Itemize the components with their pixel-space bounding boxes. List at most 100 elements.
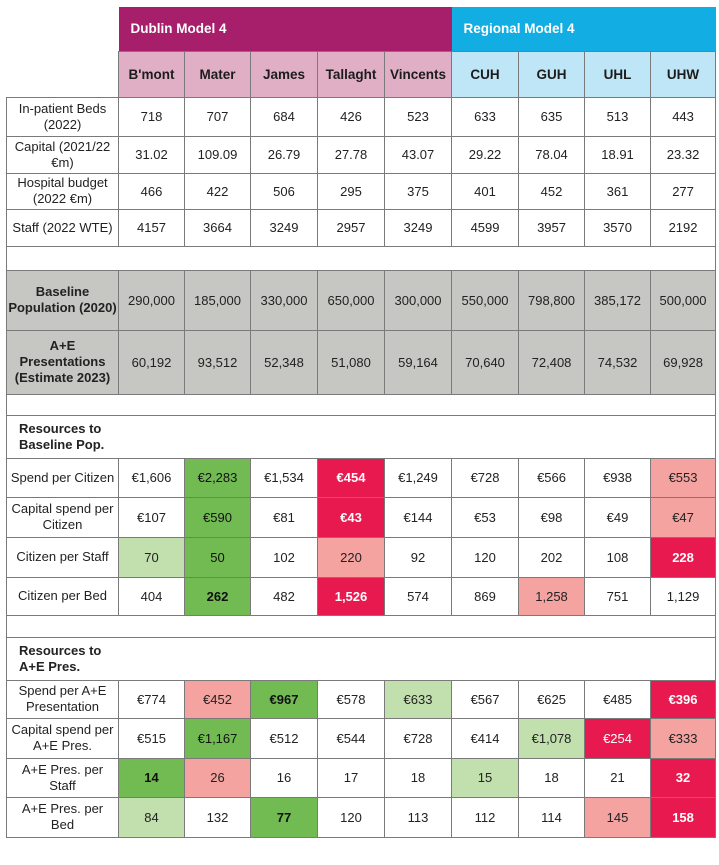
value-cell: 3570	[584, 208, 652, 247]
hospital-header: UHW	[650, 50, 717, 98]
value-cell: 50	[184, 536, 251, 578]
table-row: A+E Pres. per Staff 14 26 16 17 18 15 18 21 32	[6, 757, 717, 798]
value-cell: 482	[250, 576, 318, 616]
spacer-cell	[5, 393, 717, 416]
spacer-row	[5, 245, 717, 271]
value-cell: 523	[383, 96, 453, 137]
hospital-header: CUH	[451, 50, 520, 98]
hospital-header: B'mont	[118, 50, 185, 98]
value-cell: 650,000	[317, 269, 385, 331]
value-cell: €1,606	[118, 457, 185, 498]
value-cell: €512	[250, 717, 318, 759]
value-cell: 158	[650, 796, 717, 838]
value-cell: €452	[184, 679, 251, 719]
row-label: Capital (2021/22 €m)	[6, 135, 119, 174]
table-row: Spend per A+E Presentation €774 €452 €967 €5…	[6, 679, 717, 719]
value-cell: 77	[250, 796, 318, 838]
value-cell: €590	[184, 496, 251, 538]
value-cell: 361	[584, 172, 652, 210]
value-cell: 120	[451, 536, 520, 578]
value-cell: €728	[383, 717, 453, 759]
value-cell: 17	[317, 757, 385, 798]
value-cell: €53	[451, 496, 520, 538]
value-cell: €43	[317, 496, 385, 538]
value-cell: 3957	[518, 208, 586, 247]
table-row: Citizen per Bed 404 262 482 1,526 574 869 1,258…	[6, 576, 717, 616]
value-cell: 18.91	[584, 135, 652, 174]
dublin-group-header: Dublin Model 4	[118, 7, 452, 51]
value-cell: 404	[118, 576, 185, 616]
table-row: In-patient Beds (2022) 718 707 684 426 523 633…	[6, 96, 717, 137]
table-row: A+E Presentations (Estimate 2023) 60,192 9…	[6, 329, 717, 395]
value-cell: 798,800	[518, 269, 586, 331]
value-cell: 633	[451, 96, 520, 137]
value-cell: €566	[518, 457, 586, 498]
value-cell: €625	[518, 679, 586, 719]
spacer-row	[5, 614, 717, 638]
value-cell: €567	[451, 679, 520, 719]
value-cell: €49	[584, 496, 652, 538]
value-cell: 300,000	[383, 269, 453, 331]
row-label: A+E Presentations (Estimate 2023)	[6, 329, 119, 395]
value-cell: 70,640	[451, 329, 520, 395]
value-cell: €414	[451, 717, 520, 759]
group-header-row: Dublin Model 4 Regional Model 4	[6, 7, 716, 51]
value-cell: 60,192	[118, 329, 185, 395]
value-cell: 295	[317, 172, 385, 210]
value-cell: 72,408	[518, 329, 586, 395]
value-cell: 202	[518, 536, 586, 578]
value-cell: 145	[584, 796, 652, 838]
value-cell: 26	[184, 757, 251, 798]
table-row: Capital spend per A+E Pres. €515 €1,167 €51…	[6, 717, 717, 759]
row-label: Spend per A+E Presentation	[6, 679, 119, 719]
value-cell: 31.02	[118, 135, 185, 174]
row-label: Spend per Citizen	[6, 457, 119, 498]
value-cell: 2957	[317, 208, 385, 247]
value-cell: €1,534	[250, 457, 318, 498]
value-cell: 18	[383, 757, 453, 798]
value-cell: 1,129	[650, 576, 717, 616]
regional-group-header: Regional Model 4	[451, 7, 716, 51]
value-cell: 262	[184, 576, 251, 616]
table-row: Capital spend per Citizen €107 €590 €81 €43 €…	[6, 496, 717, 538]
value-cell: €938	[584, 457, 652, 498]
value-cell: €1,078	[518, 717, 586, 759]
value-cell: 43.07	[383, 135, 453, 174]
row-label: Capital spend per Citizen	[6, 496, 119, 538]
hospital-header: James	[250, 50, 318, 98]
value-cell: 32	[650, 757, 717, 798]
value-cell: 422	[184, 172, 251, 210]
value-cell: 15	[451, 757, 520, 798]
hospital-header: Tallaght	[317, 50, 385, 98]
value-cell: €553	[650, 457, 717, 498]
value-cell: 52,348	[250, 329, 318, 395]
value-cell: 16	[250, 757, 318, 798]
value-cell: 27.78	[317, 135, 385, 174]
value-cell: €544	[317, 717, 385, 759]
value-cell: €578	[317, 679, 385, 719]
value-cell: 426	[317, 96, 385, 137]
value-cell: 29.22	[451, 135, 520, 174]
value-cell: 112	[451, 796, 520, 838]
table-row: Hospital budget (2022 €m) 466 422 506 295 375…	[6, 172, 717, 210]
row-label: A+E Pres. per Staff	[6, 757, 119, 798]
section-fill	[118, 414, 717, 459]
value-cell: 635	[518, 96, 586, 137]
row-label: In-patient Beds (2022)	[6, 96, 119, 137]
value-cell: 3249	[383, 208, 453, 247]
row-label: A+E Pres. per Bed	[6, 796, 119, 838]
value-cell: €47	[650, 496, 717, 538]
value-cell: 506	[250, 172, 318, 210]
hospital-header-row: B'mont Mater James Tallaght Vincents CUH…	[6, 50, 717, 98]
section-title: Resources to A+E Pres.	[6, 636, 119, 681]
value-cell: 108	[584, 536, 652, 578]
value-cell: 375	[383, 172, 453, 210]
value-cell: 185,000	[184, 269, 251, 331]
table-row: A+E Pres. per Bed 84 132 77 120 113 112 114 145 1…	[6, 796, 717, 838]
row-label: Capital spend per A+E Pres.	[6, 717, 119, 759]
table-row: Baseline Population (2020) 290,000 185,000…	[6, 269, 717, 331]
value-cell: €144	[383, 496, 453, 538]
value-cell: 26.79	[250, 135, 318, 174]
value-cell: 2192	[650, 208, 717, 247]
value-cell: 290,000	[118, 269, 185, 331]
